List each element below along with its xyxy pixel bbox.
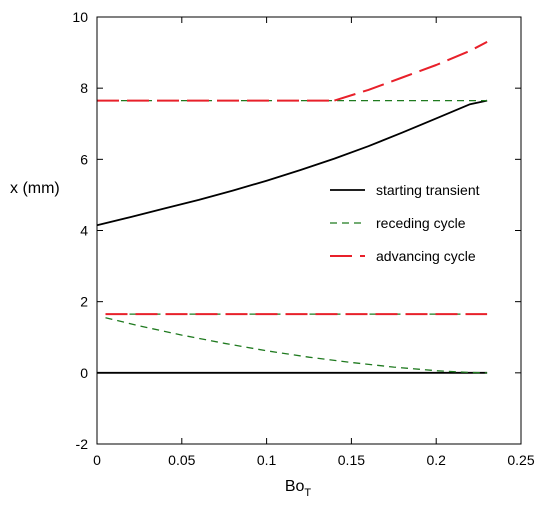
legend-label: receding cycle (376, 215, 466, 231)
legend: starting transient receding cycle advancin… (330, 182, 480, 264)
x-tick-label: 0.25 (507, 452, 534, 468)
series-receding-cycle (97, 99, 488, 374)
x-axis-title-main: Bo (285, 478, 305, 495)
series-starting-transient (96, 99, 488, 374)
y-tick-label: -2 (76, 436, 89, 452)
y-tick-label: 6 (80, 151, 88, 167)
x-axis-title: BoT (285, 478, 312, 499)
y-tick-label: 4 (80, 223, 88, 239)
x-tick-label: 0.2 (426, 452, 446, 468)
x-tick-label: 0.1 (257, 452, 277, 468)
x-tick-label: 0 (93, 452, 101, 468)
series-line (96, 99, 488, 227)
x-tick-label: 0.05 (168, 452, 195, 468)
series-line (105, 317, 488, 374)
series-line (334, 41, 488, 102)
legend-label: advancing cycle (376, 248, 476, 264)
legend-label: starting transient (376, 182, 480, 198)
y-tick-label: 10 (72, 9, 88, 25)
x-tick-label: 0.15 (338, 452, 365, 468)
series-layer (96, 41, 488, 374)
x-axis-title-subscript: T (304, 487, 311, 499)
y-tick-label: 8 (80, 80, 88, 96)
y-tick-label: 0 (80, 365, 88, 381)
y-axis-title: x (mm) (10, 180, 60, 197)
y-tick-label: 2 (80, 294, 88, 310)
series-advancing-cycle (97, 41, 488, 316)
